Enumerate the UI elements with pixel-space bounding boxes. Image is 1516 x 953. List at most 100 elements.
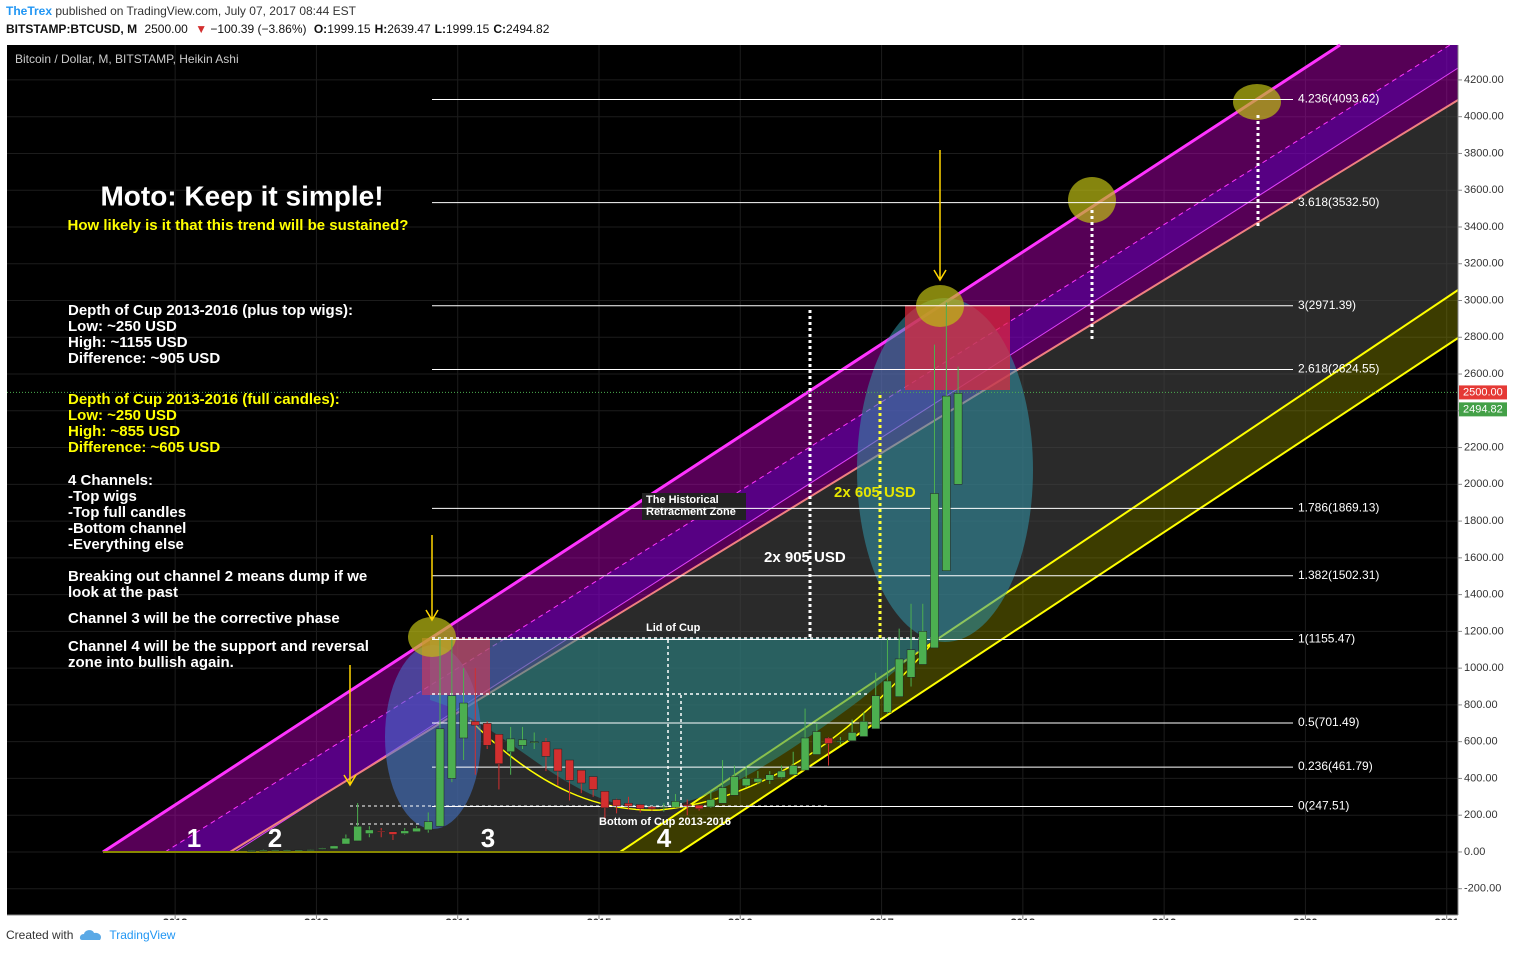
y-tick-label: 200.00 [1464,809,1498,821]
candle-body [718,787,727,804]
candle-body [482,723,492,746]
label-box [642,493,746,520]
candle-body [376,830,386,833]
y-tick-label: 1400.00 [1464,589,1504,601]
candle-body [859,721,869,737]
annotation: 4 Channels: [68,472,153,489]
candle-body [682,804,692,807]
candle-body [494,734,504,764]
publish-line: TheTrex published on TradingView.com, Ju… [6,4,356,18]
y-tick-label: 600.00 [1464,736,1498,748]
candle-body [518,739,527,746]
ohlc-value: 2494.82 [506,22,550,36]
annotation: High: ~855 USD [68,423,180,440]
price-tag-label: 2500.00 [1463,386,1503,398]
x-tick-label: 2021 [1434,917,1458,920]
arrows [343,150,947,787]
last-price: 2500.00 [144,22,188,36]
candle-body [847,732,857,741]
y-tick-label: 400.00 [1464,772,1498,784]
channels [102,43,1459,854]
candle-body [671,801,680,808]
x-tick-label: 2016 [728,917,752,920]
candle-body [282,849,292,852]
candle-body [836,740,845,742]
candle-body [753,778,763,783]
candle-body [624,802,633,807]
channel-line [679,337,1459,853]
fib-label: 4.236(4093.62) [1298,92,1379,106]
y-tick-label: 1600.00 [1464,552,1504,564]
annotation: The Historical [646,494,719,506]
annotation: Lid of Cup [646,622,701,634]
x-tick-label: 2019 [1152,917,1176,920]
y-tick-label: 2000.00 [1464,478,1504,490]
price-tag [1459,402,1507,417]
candles [247,302,963,852]
annotation: -Top full candles [68,504,186,521]
candle-body [341,837,351,845]
annotation: 2 [268,823,282,853]
candle-body [471,721,480,726]
candle-body [412,827,421,832]
y-tick-label: 2800.00 [1464,331,1504,343]
author[interactable]: TheTrex [6,4,53,18]
annotation: 3 [481,823,495,853]
fib-label: 3(2971.39) [1298,298,1356,312]
y-tick-label: 3200.00 [1464,258,1504,270]
annotation: look at the past [68,584,178,601]
annotation: -Everything else [68,536,184,553]
annotation: Difference: ~605 USD [68,439,220,456]
y-tick-label: 4000.00 [1464,111,1504,123]
annotation: Channel 3 will be the corrective phase [68,610,340,627]
annotation: How likely is it that this trend will be… [68,217,409,234]
change: −100.39 (−3.86%) [210,22,307,36]
fib-label: 0(247.51) [1298,799,1349,813]
y-tick-label: -200.00 [1464,883,1501,895]
y-tick-label: 4200.00 [1464,74,1504,86]
candle-body [706,799,716,808]
candle-body [459,702,468,739]
fib-levels: 4.236(4093.62) 3.618(3532.50) 3(2971.39) 2.… [432,92,1379,813]
y-tick-label: 3400.00 [1464,221,1504,233]
symbol-line: BITSTAMP:BTCUSD, M 2500.00 ▼ −100.39 (−3… [6,22,557,36]
candle-body [577,769,586,784]
annotation: Low: ~250 USD [68,407,177,424]
y-tick-label: 3800.00 [1464,147,1504,159]
candle-body [800,737,810,771]
candle-body [777,770,786,778]
published: published on TradingView.com, July 07, 2… [55,4,357,18]
annotation: Retracment Zone [646,506,736,518]
candle-body [447,695,457,779]
x-tick-label: 2013 [304,917,328,920]
candle-body [930,493,939,649]
candle-body [918,631,928,665]
chart-title: Bitcoin / Dollar, M, BITSTAMP, Heikin As… [15,52,239,66]
candle-body [730,776,739,796]
ohlc-label: L: [434,22,446,36]
y-tick-label: 3600.00 [1464,184,1504,196]
candle-body [424,821,433,831]
annotation: 2x 905 USD [764,549,846,566]
candle-body [506,738,515,753]
candle-body [812,731,822,755]
cup-curve [469,639,936,811]
footer: Created with TradingView [6,928,175,942]
x-tick-label: 2014 [445,917,470,920]
candle-body [612,799,621,807]
fib-label: 0.5(701.49) [1298,715,1359,729]
down-arrow: ▼ [195,22,208,36]
candle-body [329,845,339,850]
x-tick-label: 2020 [1293,917,1317,920]
y-tick-label: 1000.00 [1464,662,1504,674]
candle-body [942,395,951,571]
ohlc-value: 1999.15 [327,22,371,36]
annotation: Moto: Keep it simple! [100,180,383,211]
candle-body [271,849,280,852]
candle-body [871,695,880,730]
fib-label: 1(1155.47) [1298,632,1355,646]
y-tick-label: 0.00 [1464,846,1485,858]
y-tick-label: 2600.00 [1464,368,1504,380]
brand[interactable]: TradingView [109,928,176,942]
